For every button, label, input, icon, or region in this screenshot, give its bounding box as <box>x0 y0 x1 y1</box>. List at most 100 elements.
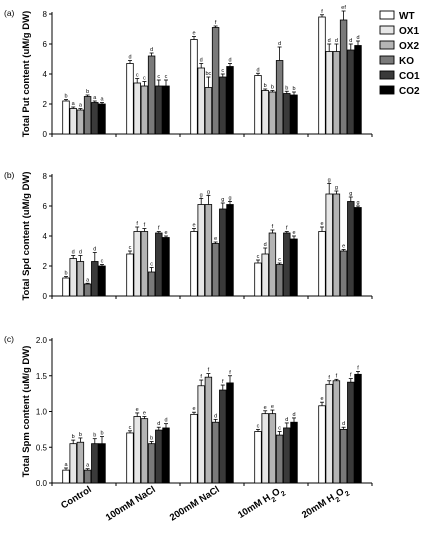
significance-letter: c <box>129 425 132 431</box>
significance-letter: b <box>64 271 67 277</box>
significance-letter: d <box>264 242 267 248</box>
significance-letter: f <box>222 379 224 385</box>
significance-letter: b <box>271 85 274 91</box>
significance-letter: f <box>328 375 330 381</box>
significance-letter: g <box>207 190 210 196</box>
y-tick-label: 0.0 <box>36 479 48 488</box>
significance-letter: d <box>335 38 338 44</box>
legend-item-co2: CO2 <box>379 85 420 97</box>
bar-ox2 <box>204 87 213 135</box>
bar-ox1 <box>69 258 77 297</box>
significance-letter: d <box>342 421 345 427</box>
bar-ox2 <box>268 91 277 135</box>
bar-co1 <box>155 85 163 135</box>
y-tick-label: 8 <box>43 10 48 19</box>
bar-wt <box>318 405 326 484</box>
legend-label: KO <box>399 56 414 67</box>
bar-co1 <box>219 389 227 484</box>
bar-ox2 <box>140 85 149 135</box>
significance-letter: f <box>336 373 338 379</box>
significance-letter: d <box>328 38 331 44</box>
legend-swatch <box>379 70 395 80</box>
significance-letter: g <box>356 200 359 206</box>
x-category-label: 10mM H2O2 <box>236 484 287 523</box>
bar-ox1 <box>69 443 77 484</box>
bar-ko <box>275 434 284 484</box>
y-tick-label: 4 <box>43 232 48 241</box>
panel-label: (c) <box>4 334 14 344</box>
x-category-label: 20mM H2O2 <box>300 484 351 523</box>
bar-co2 <box>162 237 170 297</box>
bar-ox2 <box>76 441 85 484</box>
significance-letter: e <box>214 236 217 242</box>
x-category-label: 100mM NaCl <box>104 484 158 523</box>
significance-letter: a <box>100 97 104 103</box>
legend-swatch <box>379 55 395 65</box>
y-tick-label: 2.0 <box>36 336 48 345</box>
significance-letter: d <box>72 250 75 256</box>
significance-letter: f <box>321 9 323 15</box>
bar-co2 <box>290 238 298 297</box>
legend-swatch <box>379 10 395 20</box>
bar-ko <box>147 55 156 135</box>
significance-letter: f <box>357 365 359 371</box>
significance-letter: e <box>136 407 139 413</box>
bar-ox2 <box>332 51 341 135</box>
bar-wt <box>254 262 262 297</box>
significance-letter: c <box>136 73 139 79</box>
legend: WT OX1 OX2 KO CO1 CO2 <box>379 10 420 97</box>
significance-letter: b <box>86 89 89 95</box>
legend-item-co1: CO1 <box>379 70 420 82</box>
bar-wt <box>126 63 134 135</box>
bar-co1 <box>155 232 163 297</box>
significance-letter: f <box>136 221 138 227</box>
bar-co2 <box>290 421 298 484</box>
significance-letter: c <box>165 74 168 80</box>
bar-co1 <box>283 232 291 297</box>
significance-letter: f <box>208 368 210 374</box>
significance-letter: e <box>320 221 323 227</box>
legend-item-ko: KO <box>379 55 414 67</box>
y-tick-label: 8 <box>43 172 48 181</box>
significance-letter: g <box>328 178 331 184</box>
significance-letter: g <box>200 193 203 199</box>
bar-ko <box>147 271 156 297</box>
significance-letter: f <box>158 226 160 232</box>
bar-co2 <box>226 66 234 135</box>
y-tick-label: 2 <box>43 100 48 109</box>
legend-swatch <box>379 25 395 35</box>
y-tick-label: 6 <box>43 40 48 49</box>
bar-co2 <box>226 204 234 297</box>
bar-wt <box>254 75 262 135</box>
significance-letter: c <box>157 74 160 80</box>
bar-wt <box>126 432 134 484</box>
bar-co2 <box>354 45 362 135</box>
legend-swatch <box>379 40 395 50</box>
bar-ox1 <box>133 416 141 484</box>
x-category-label: Control <box>59 484 93 511</box>
bar-wt <box>190 231 198 297</box>
significance-letter: g <box>349 191 352 197</box>
panel-1: (a) Total Put content (uM/g DW) 0 2 4 6 8 b d e d f… <box>4 5 373 139</box>
bar-ko <box>339 19 348 135</box>
significance-letter: g <box>221 197 224 203</box>
significance-letter: c <box>143 76 146 82</box>
significance-letter: a <box>86 277 90 283</box>
significance-letter: d <box>164 418 167 424</box>
significance-letter: e <box>192 31 195 37</box>
significance-letter: e <box>292 230 295 236</box>
significance-letter: f <box>350 373 352 379</box>
bar-co2 <box>290 94 298 135</box>
significance-letter: f <box>286 226 288 232</box>
bar-co1 <box>283 93 291 135</box>
bar-wt <box>62 100 70 135</box>
y-axis-label: Total Spd content (uM/g DW) <box>21 171 32 300</box>
bar-ox1 <box>261 90 269 135</box>
bar-ox1 <box>133 82 141 135</box>
legend-label: OX2 <box>399 41 419 52</box>
bar-co2 <box>354 373 362 484</box>
significance-letter: c <box>101 259 104 265</box>
significance-letter: a <box>93 95 97 101</box>
significance-letter: b <box>285 85 288 91</box>
significance-letter: e <box>264 405 267 411</box>
